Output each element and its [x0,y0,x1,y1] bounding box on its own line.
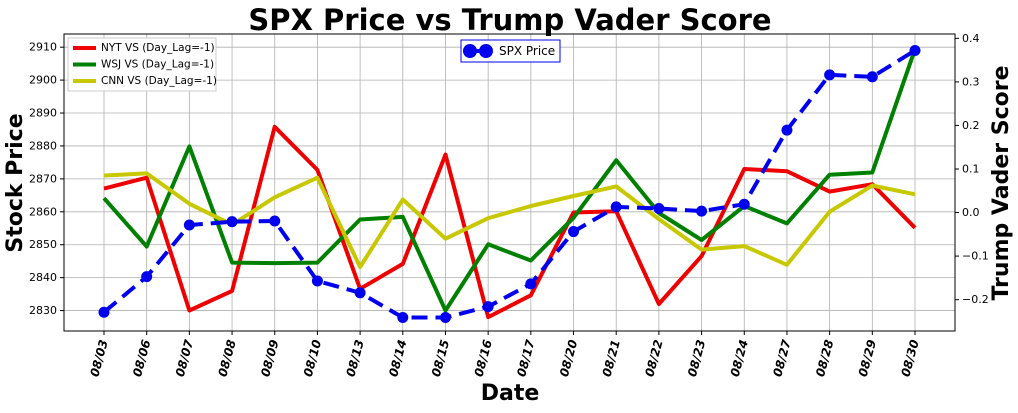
x-tick-label: 08/10 [301,338,324,378]
x-tick-label: 08/29 [856,338,879,378]
x-tick-label: 08/13 [344,338,367,378]
y-left-tick-label: 2900 [29,74,57,87]
series-marker-spx [354,287,366,299]
y-right-tick-label: 0.0 [962,206,980,219]
plot-frame [63,33,956,332]
y-right-tick-label: −0.2 [962,293,989,306]
legend-entry-label: WSJ VS (Day_Lag=-1) [101,59,214,71]
y-right-tick-label: 0.4 [962,32,980,45]
x-tick-label: 08/06 [130,338,153,378]
x-tick-label: 08/23 [685,338,708,378]
y-left-tick-label: 2840 [29,271,57,284]
x-tick-label: 08/03 [87,338,110,378]
y-axis-label-left: Stock Price [3,113,28,252]
x-axis-label: Date [481,381,540,406]
legend-marker [479,44,493,58]
series-marker-spx [439,312,451,323]
series-marker-spx [696,205,708,217]
x-tick-label: 08/30 [898,338,921,378]
series-marker-spx [568,226,580,238]
x-tick-label: 08/21 [600,338,623,378]
legend-entry-label: SPX Price [499,44,555,58]
x-tick-label: 08/08 [216,338,239,378]
series-line-spx [102,48,917,320]
series-marker-spx [98,306,110,318]
legend-entry-label: NYT VS (Day_Lag=-1) [101,42,215,54]
chart-title: SPX Price vs Trump Vader Score [248,3,771,37]
y-left-tick-label: 2850 [29,238,57,251]
y-right-tick-label: 0.3 [962,75,980,88]
series-marker-spx [738,198,750,210]
series-marker-spx [397,312,409,323]
x-tick-label: 08/07 [173,338,196,379]
legend-left: NYT VS (Day_Lag=-1) WSJ VS (Day_Lag=-1) CN… [67,37,217,92]
y-right-tick-label: 0.2 [962,119,980,132]
x-tick-label: 08/16 [472,338,495,378]
x-tick-label: 08/17 [514,338,537,379]
legend-entry-label: CNN VS (Day_Lag=-1) [101,75,217,87]
y-left-tick-label: 2830 [29,304,57,317]
y-left-tick-label: 2870 [29,172,57,185]
x-tick-label: 08/22 [642,338,665,378]
legend-marker [463,44,477,58]
y-left-tick-label: 2910 [29,41,57,54]
series-marker-spx [824,69,836,81]
series-marker-spx [653,203,665,215]
series-marker-spx [482,301,494,313]
x-tick-label: 08/15 [429,338,452,378]
x-tick-label: 08/27 [770,338,793,379]
x-tick-label: 08/09 [258,338,281,378]
series-marker-spx [781,124,793,136]
series-marker-spx [183,219,195,231]
series-marker-spx [226,216,238,228]
y-left-tick-label: 2860 [29,205,57,218]
x-tick-label: 08/20 [557,338,580,378]
series-line-wsj [102,48,917,313]
series-marker-spx [311,275,323,287]
series-marker-spx [610,201,622,213]
series-marker-spx [141,271,153,283]
y-axis-label-right: Trump Vader Score [989,65,1014,300]
series-marker-spx [269,215,281,227]
x-tick-label: 08/14 [386,338,409,378]
y-left-tick-label: 2880 [29,139,57,152]
series-layer [98,44,921,323]
y-right-tick-label: 0.1 [962,163,980,176]
x-tick-label: 08/28 [813,338,836,378]
series-marker-spx [525,278,537,290]
grid-layer [64,34,955,331]
series-marker-spx [866,71,878,83]
legend-right: SPX Price [460,39,561,63]
y-right-tick-label: −0.1 [962,250,989,263]
y-left-tick-label: 2890 [29,107,57,120]
series-marker-spx [909,44,921,56]
x-tick-label: 08/24 [728,338,751,378]
